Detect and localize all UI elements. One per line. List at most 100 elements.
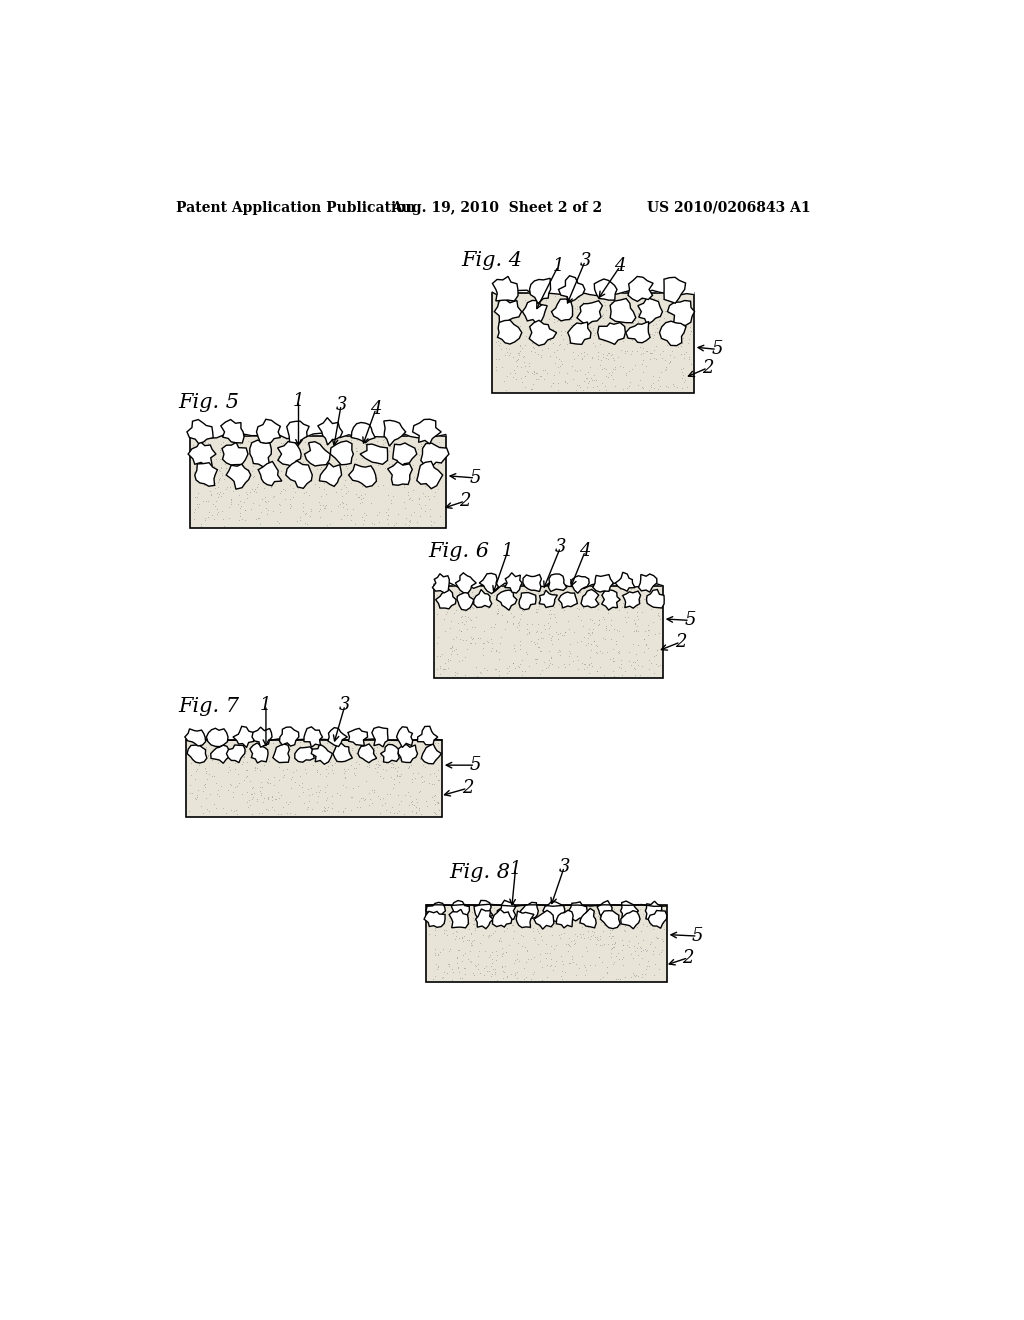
- Point: [575, 292, 592, 313]
- Point: [482, 925, 499, 946]
- Point: [434, 968, 451, 989]
- Point: [386, 746, 402, 767]
- Point: [607, 376, 624, 397]
- Point: [469, 665, 485, 686]
- Point: [607, 630, 624, 651]
- Point: [335, 800, 351, 821]
- Point: [465, 586, 481, 607]
- Point: [428, 958, 444, 979]
- Point: [641, 325, 657, 346]
- Point: [612, 301, 629, 322]
- Point: [488, 595, 505, 616]
- Point: [298, 502, 314, 523]
- Point: [599, 642, 615, 663]
- Point: [270, 781, 287, 803]
- Point: [654, 899, 671, 920]
- Point: [379, 430, 395, 451]
- Point: [532, 640, 549, 661]
- Point: [390, 784, 407, 805]
- Point: [635, 628, 651, 649]
- Point: [681, 315, 697, 337]
- Point: [494, 931, 510, 952]
- Point: [294, 446, 310, 467]
- Point: [453, 904, 469, 925]
- Point: [582, 356, 598, 378]
- Point: [595, 607, 611, 628]
- Point: [189, 759, 206, 780]
- Point: [674, 378, 690, 399]
- Point: [303, 499, 319, 520]
- Point: [193, 515, 209, 536]
- Point: [390, 766, 407, 787]
- Point: [520, 622, 537, 643]
- Point: [188, 494, 205, 515]
- Point: [212, 449, 228, 470]
- Point: [600, 579, 616, 601]
- Point: [276, 488, 293, 510]
- Point: [456, 630, 472, 651]
- Point: [232, 495, 249, 516]
- Point: [516, 366, 532, 387]
- Point: [584, 610, 600, 631]
- Bar: [493, 293, 693, 393]
- Point: [243, 783, 259, 804]
- Point: [393, 791, 410, 812]
- Point: [439, 589, 456, 610]
- Point: [598, 359, 614, 380]
- Point: [470, 627, 486, 648]
- Point: [197, 510, 213, 531]
- Point: [229, 494, 246, 515]
- Point: [269, 746, 286, 767]
- Point: [211, 743, 227, 764]
- Point: [480, 961, 497, 982]
- Point: [499, 965, 515, 986]
- Point: [596, 913, 612, 935]
- Point: [400, 513, 417, 535]
- Point: [412, 474, 428, 495]
- Point: [572, 582, 589, 603]
- Point: [503, 964, 519, 985]
- Point: [389, 449, 406, 470]
- Polygon shape: [638, 297, 663, 325]
- Point: [454, 620, 470, 642]
- Point: [426, 486, 442, 507]
- Point: [525, 337, 542, 358]
- Point: [648, 335, 665, 356]
- Point: [638, 341, 654, 362]
- Point: [343, 800, 359, 821]
- Point: [228, 804, 245, 825]
- Point: [655, 931, 672, 952]
- Point: [528, 362, 545, 383]
- Point: [288, 444, 304, 465]
- Point: [670, 337, 686, 358]
- Point: [512, 335, 528, 356]
- Point: [297, 739, 313, 760]
- Point: [501, 904, 517, 925]
- Point: [560, 589, 577, 610]
- Point: [589, 376, 605, 397]
- Point: [495, 356, 511, 378]
- Point: [611, 915, 628, 936]
- Point: [428, 750, 444, 771]
- Point: [507, 962, 523, 983]
- Point: [559, 362, 575, 383]
- Point: [529, 602, 546, 623]
- Point: [297, 432, 313, 453]
- Point: [629, 602, 645, 623]
- Point: [541, 624, 557, 645]
- Point: [256, 788, 272, 809]
- Point: [442, 649, 459, 671]
- Point: [646, 347, 663, 368]
- Point: [201, 502, 217, 523]
- Point: [369, 742, 385, 763]
- Point: [632, 370, 648, 391]
- Point: [334, 486, 350, 507]
- Point: [417, 770, 433, 791]
- Point: [201, 800, 217, 821]
- Point: [232, 498, 249, 519]
- Point: [574, 652, 591, 673]
- Point: [586, 630, 602, 651]
- Point: [578, 634, 594, 655]
- Point: [589, 635, 605, 656]
- Point: [663, 352, 679, 374]
